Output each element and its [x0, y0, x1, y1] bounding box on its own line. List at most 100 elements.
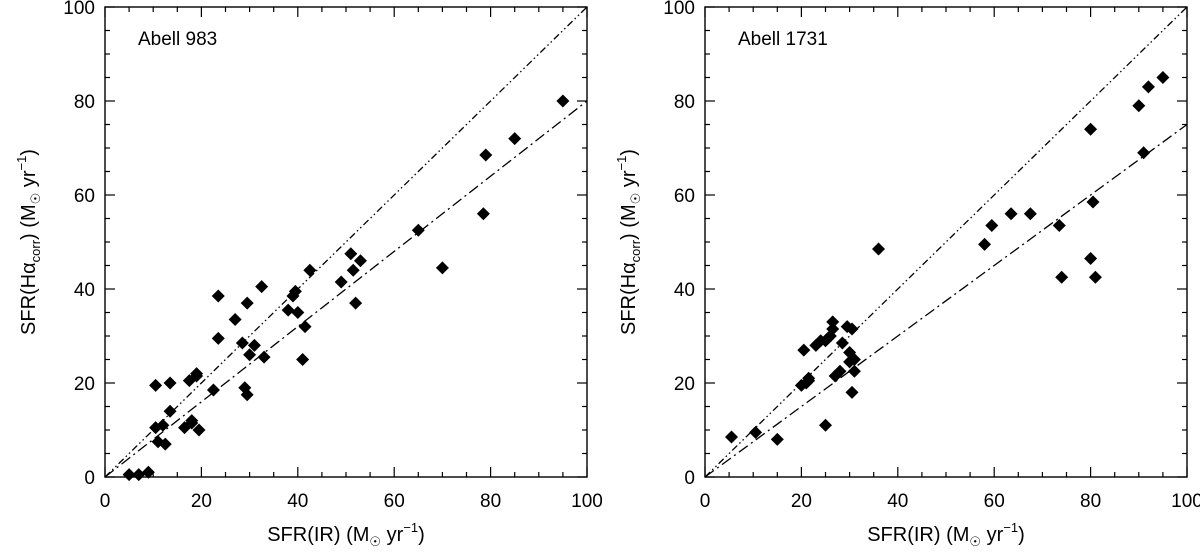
data-point: [1086, 195, 1100, 209]
data-point: [479, 148, 493, 162]
data-point: [211, 331, 225, 345]
data-point: [1052, 219, 1066, 233]
data-point: [132, 468, 146, 482]
one-to-one-line: [704, 6, 1188, 478]
data-point: [192, 423, 206, 437]
x-tick-label: 60: [984, 491, 1005, 512]
data-point: [149, 378, 163, 392]
data-point: [211, 289, 225, 303]
data-point: [240, 296, 254, 310]
data-point: [1141, 80, 1155, 94]
x-tick-label: 100: [571, 491, 603, 512]
data-point: [1004, 207, 1018, 221]
data-point: [1084, 251, 1098, 265]
data-point: [288, 284, 302, 298]
data-point: [163, 376, 177, 390]
data-point: [235, 336, 249, 350]
data-point: [296, 353, 310, 366]
data-point: [826, 322, 840, 336]
data-point: [243, 348, 257, 362]
x-tick-label: 40: [887, 491, 908, 512]
data-point: [1084, 122, 1098, 136]
data-point: [978, 237, 992, 251]
y-tick-label: 80: [674, 92, 695, 113]
data-point: [411, 223, 425, 237]
data-point: [476, 207, 490, 221]
y-tick-label: 20: [674, 374, 695, 395]
data-point: [353, 254, 367, 268]
data-point: [819, 418, 832, 432]
data-point: [255, 280, 269, 294]
x-tick-label: 20: [791, 491, 812, 512]
data-point: [185, 414, 199, 428]
data-point: [845, 385, 859, 399]
data-point: [334, 275, 348, 289]
x-tick-label: 20: [191, 491, 212, 512]
data-point: [1055, 270, 1069, 284]
data-point: [508, 132, 522, 146]
y-tick-label: 40: [674, 280, 695, 301]
data-point: [344, 247, 358, 261]
data-point: [749, 425, 763, 439]
data-point: [872, 242, 886, 256]
x-axis-title: SFR(IR) (M☉ yr−1): [867, 520, 1025, 549]
data-point: [349, 296, 363, 310]
panel-abell-983: 0 20 40 60 80 100 0 20 40 60 80 100 Abell 983 SFR(IR)…: [14, 0, 603, 549]
data-point: [845, 322, 859, 336]
panel-title: Abell 1731: [738, 29, 828, 50]
data-point: [303, 263, 317, 277]
data-point: [435, 261, 449, 275]
data-point: [240, 388, 254, 402]
panel-abell-1731: 0 20 40 60 80 100 0 20 40 60 80 100 Abell 1731 SFR(IR…: [614, 0, 1200, 549]
data-point: [190, 367, 204, 381]
y-axis-title: SFR(Hαcorr) (M☉ yr−1): [614, 149, 643, 335]
y-tick-label: 100: [663, 0, 695, 19]
y-axis-title: SFR(Hαcorr) (M☉ yr−1): [14, 149, 43, 335]
data-point: [346, 263, 360, 277]
data-point: [1156, 71, 1170, 84]
data-point: [833, 364, 847, 378]
data-point: [802, 371, 816, 385]
data-point: [141, 465, 155, 479]
y-tick-label: 60: [74, 186, 95, 207]
data-point: [847, 353, 861, 366]
y-tick-label: 40: [74, 280, 95, 301]
y-tick-label: 0: [684, 468, 695, 489]
one-to-one-line: [104, 6, 588, 478]
panel-title: Abell 983: [138, 29, 217, 50]
data-point: [291, 306, 305, 319]
y-tick-label: 20: [74, 374, 95, 395]
data-point: [1088, 270, 1102, 284]
x-tick-label: 100: [1171, 491, 1200, 512]
data-point: [1023, 207, 1037, 221]
data-point: [257, 350, 271, 364]
data-point: [163, 404, 177, 418]
data-point: [835, 336, 849, 350]
y-tick-label: 60: [674, 186, 695, 207]
fit-line: [104, 100, 588, 478]
y-tick-label: 80: [74, 92, 95, 113]
x-tick-label: 60: [384, 491, 405, 512]
x-tick-label: 0: [700, 491, 711, 512]
data-point: [1132, 99, 1146, 113]
data-point: [797, 343, 811, 357]
x-tick-label: 40: [287, 491, 308, 512]
data-point: [298, 320, 312, 334]
fit-line: [704, 123, 1188, 478]
x-axis-title: SFR(IR) (M☉ yr−1): [267, 520, 425, 549]
data-point: [156, 418, 170, 432]
data-point: [826, 315, 840, 329]
data-point: [847, 364, 861, 378]
data-point: [228, 313, 242, 327]
data-point: [556, 94, 570, 108]
y-tick-label: 0: [84, 468, 95, 489]
x-tick-label: 80: [1080, 491, 1101, 512]
data-point: [122, 468, 136, 482]
y-tick-label: 100: [63, 0, 95, 19]
data-point: [247, 338, 261, 352]
x-tick-label: 0: [100, 491, 111, 512]
data-point: [770, 432, 784, 446]
data-point: [206, 383, 220, 397]
data-point: [281, 303, 295, 317]
